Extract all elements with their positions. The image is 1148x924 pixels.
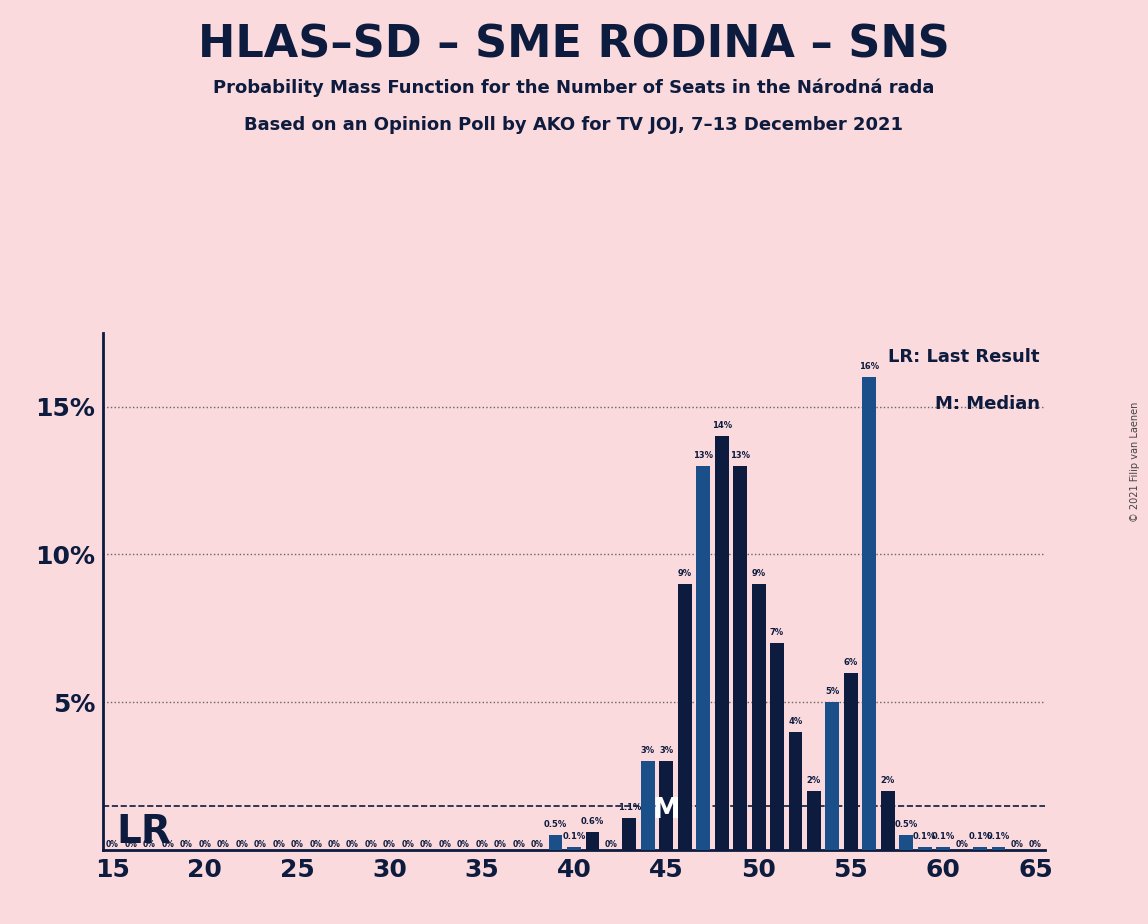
Text: 0%: 0% (162, 840, 174, 848)
Text: 0%: 0% (512, 840, 525, 848)
Text: 0.1%: 0.1% (987, 833, 1010, 841)
Text: 0%: 0% (475, 840, 488, 848)
Text: 0%: 0% (125, 840, 138, 848)
Text: 0%: 0% (420, 840, 433, 848)
Bar (844, 673, 858, 850)
Text: 13%: 13% (730, 451, 750, 460)
Text: 0%: 0% (254, 840, 266, 848)
Text: 0%: 0% (346, 840, 359, 848)
Text: Based on an Opinion Poll by AKO for TV JOJ, 7–13 December 2021: Based on an Opinion Poll by AKO for TV J… (245, 116, 903, 133)
Text: 0.5%: 0.5% (894, 821, 918, 830)
Text: 13%: 13% (693, 451, 713, 460)
Text: 0%: 0% (1010, 840, 1023, 848)
Text: 0%: 0% (272, 840, 285, 848)
Bar (899, 835, 913, 850)
Bar (974, 847, 987, 850)
Bar (567, 847, 581, 850)
Text: 0%: 0% (144, 840, 156, 848)
Bar (677, 584, 691, 850)
Text: 4%: 4% (789, 717, 802, 726)
Bar (937, 847, 951, 850)
Text: 5%: 5% (825, 687, 839, 697)
Text: 0%: 0% (955, 840, 968, 848)
Text: M: Median: M: Median (934, 395, 1040, 413)
Text: 0%: 0% (235, 840, 248, 848)
Text: M: M (652, 796, 680, 824)
Text: 0.1%: 0.1% (969, 833, 992, 841)
Text: 0%: 0% (199, 840, 211, 848)
Text: 0%: 0% (1029, 840, 1042, 848)
Text: 3%: 3% (659, 747, 674, 756)
Bar (641, 761, 654, 850)
Text: 0.5%: 0.5% (544, 821, 567, 830)
Text: © 2021 Filip van Laenen: © 2021 Filip van Laenen (1130, 402, 1140, 522)
Text: 0%: 0% (309, 840, 323, 848)
Text: 0.1%: 0.1% (913, 833, 937, 841)
Text: LR: LR (116, 813, 171, 851)
Text: 0%: 0% (439, 840, 451, 848)
Text: 2%: 2% (881, 776, 895, 785)
Bar (659, 761, 673, 850)
Bar (697, 466, 711, 850)
Text: 0%: 0% (327, 840, 341, 848)
Text: 0%: 0% (290, 840, 303, 848)
Text: 0%: 0% (494, 840, 506, 848)
Bar (715, 436, 729, 850)
Bar (881, 791, 894, 850)
Text: 0%: 0% (383, 840, 396, 848)
Text: Probability Mass Function for the Number of Seats in the Národná rada: Probability Mass Function for the Number… (214, 79, 934, 97)
Text: 7%: 7% (770, 628, 784, 638)
Text: 0.1%: 0.1% (931, 833, 955, 841)
Text: 0%: 0% (365, 840, 378, 848)
Bar (917, 847, 932, 850)
Bar (734, 466, 747, 850)
Text: 0%: 0% (402, 840, 414, 848)
Text: 14%: 14% (712, 421, 731, 431)
Text: 0%: 0% (605, 840, 618, 848)
Bar (549, 835, 563, 850)
Text: 0%: 0% (457, 840, 470, 848)
Text: 0%: 0% (180, 840, 193, 848)
Text: 0.1%: 0.1% (563, 833, 585, 841)
Text: 9%: 9% (677, 569, 692, 578)
Bar (862, 377, 876, 850)
Text: 9%: 9% (752, 569, 766, 578)
Bar (807, 791, 821, 850)
Text: 0%: 0% (530, 840, 543, 848)
Bar (752, 584, 766, 850)
Bar (585, 833, 599, 850)
Bar (789, 732, 802, 850)
Bar (622, 818, 636, 850)
Text: 16%: 16% (859, 362, 879, 371)
Text: 2%: 2% (807, 776, 821, 785)
Text: 0%: 0% (106, 840, 119, 848)
Text: LR: Last Result: LR: Last Result (889, 348, 1040, 366)
Text: 1.1%: 1.1% (618, 803, 641, 811)
Text: 0.6%: 0.6% (581, 818, 604, 826)
Text: 3%: 3% (641, 747, 654, 756)
Bar (825, 702, 839, 850)
Bar (992, 847, 1006, 850)
Text: HLAS–SD – SME RODINA – SNS: HLAS–SD – SME RODINA – SNS (199, 23, 949, 67)
Bar (770, 643, 784, 850)
Text: 6%: 6% (844, 658, 858, 667)
Text: 0%: 0% (217, 840, 230, 848)
